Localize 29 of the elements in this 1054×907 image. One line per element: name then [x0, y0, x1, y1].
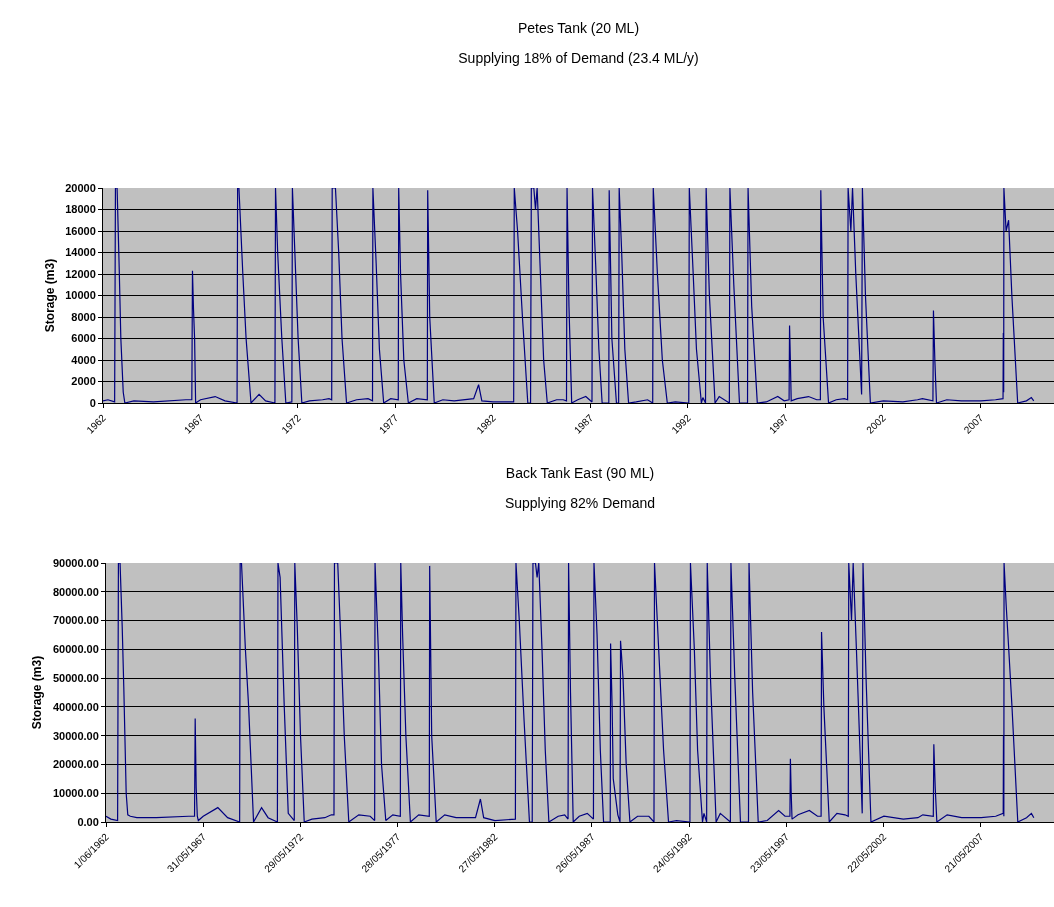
y-tick-label: 2000: [71, 375, 96, 388]
chart-subtitle: Supplying 82% Demand: [504, 495, 656, 512]
y-tick-label: 6000: [71, 332, 96, 345]
y-tick-label: 10000.00: [52, 787, 99, 800]
y-tick-label: 8000: [71, 310, 96, 323]
y-tick-label: 60000.00: [52, 643, 99, 656]
y-tick-label: 14000: [65, 246, 96, 259]
y-tick-label: 0: [89, 396, 96, 409]
y-tick-label: 16000: [65, 224, 96, 237]
y-tick-label: 10000: [65, 289, 96, 302]
y-tick-label: 4000: [71, 353, 96, 366]
y-tick-label: 90000.00: [52, 556, 99, 569]
line-series: [106, 563, 1035, 822]
y-tick-label: 40000.00: [52, 700, 99, 713]
chart-subtitle: Supplying 18% of Demand (23.4 ML/y): [458, 50, 699, 67]
y-tick-label: 20000: [65, 181, 96, 194]
line-series: [103, 188, 1035, 403]
y-tick-label: 0.00: [77, 815, 99, 828]
y-tick-label: 30000.00: [52, 729, 99, 742]
chart-title: Petes Tank (20 ML): [517, 19, 640, 36]
y-tick-label: 70000.00: [52, 614, 99, 627]
y-tick-label: 50000.00: [52, 671, 99, 684]
y-tick-label: 80000.00: [52, 585, 99, 598]
y-axis-title: Storage (m3): [42, 258, 57, 333]
y-tick-label: 18000: [65, 203, 96, 216]
y-axis-title: Storage (m3): [30, 655, 45, 730]
y-tick-label: 20000.00: [52, 758, 99, 771]
y-tick-label: 12000: [65, 267, 96, 280]
chart-title: Back Tank East (90 ML): [505, 464, 655, 481]
